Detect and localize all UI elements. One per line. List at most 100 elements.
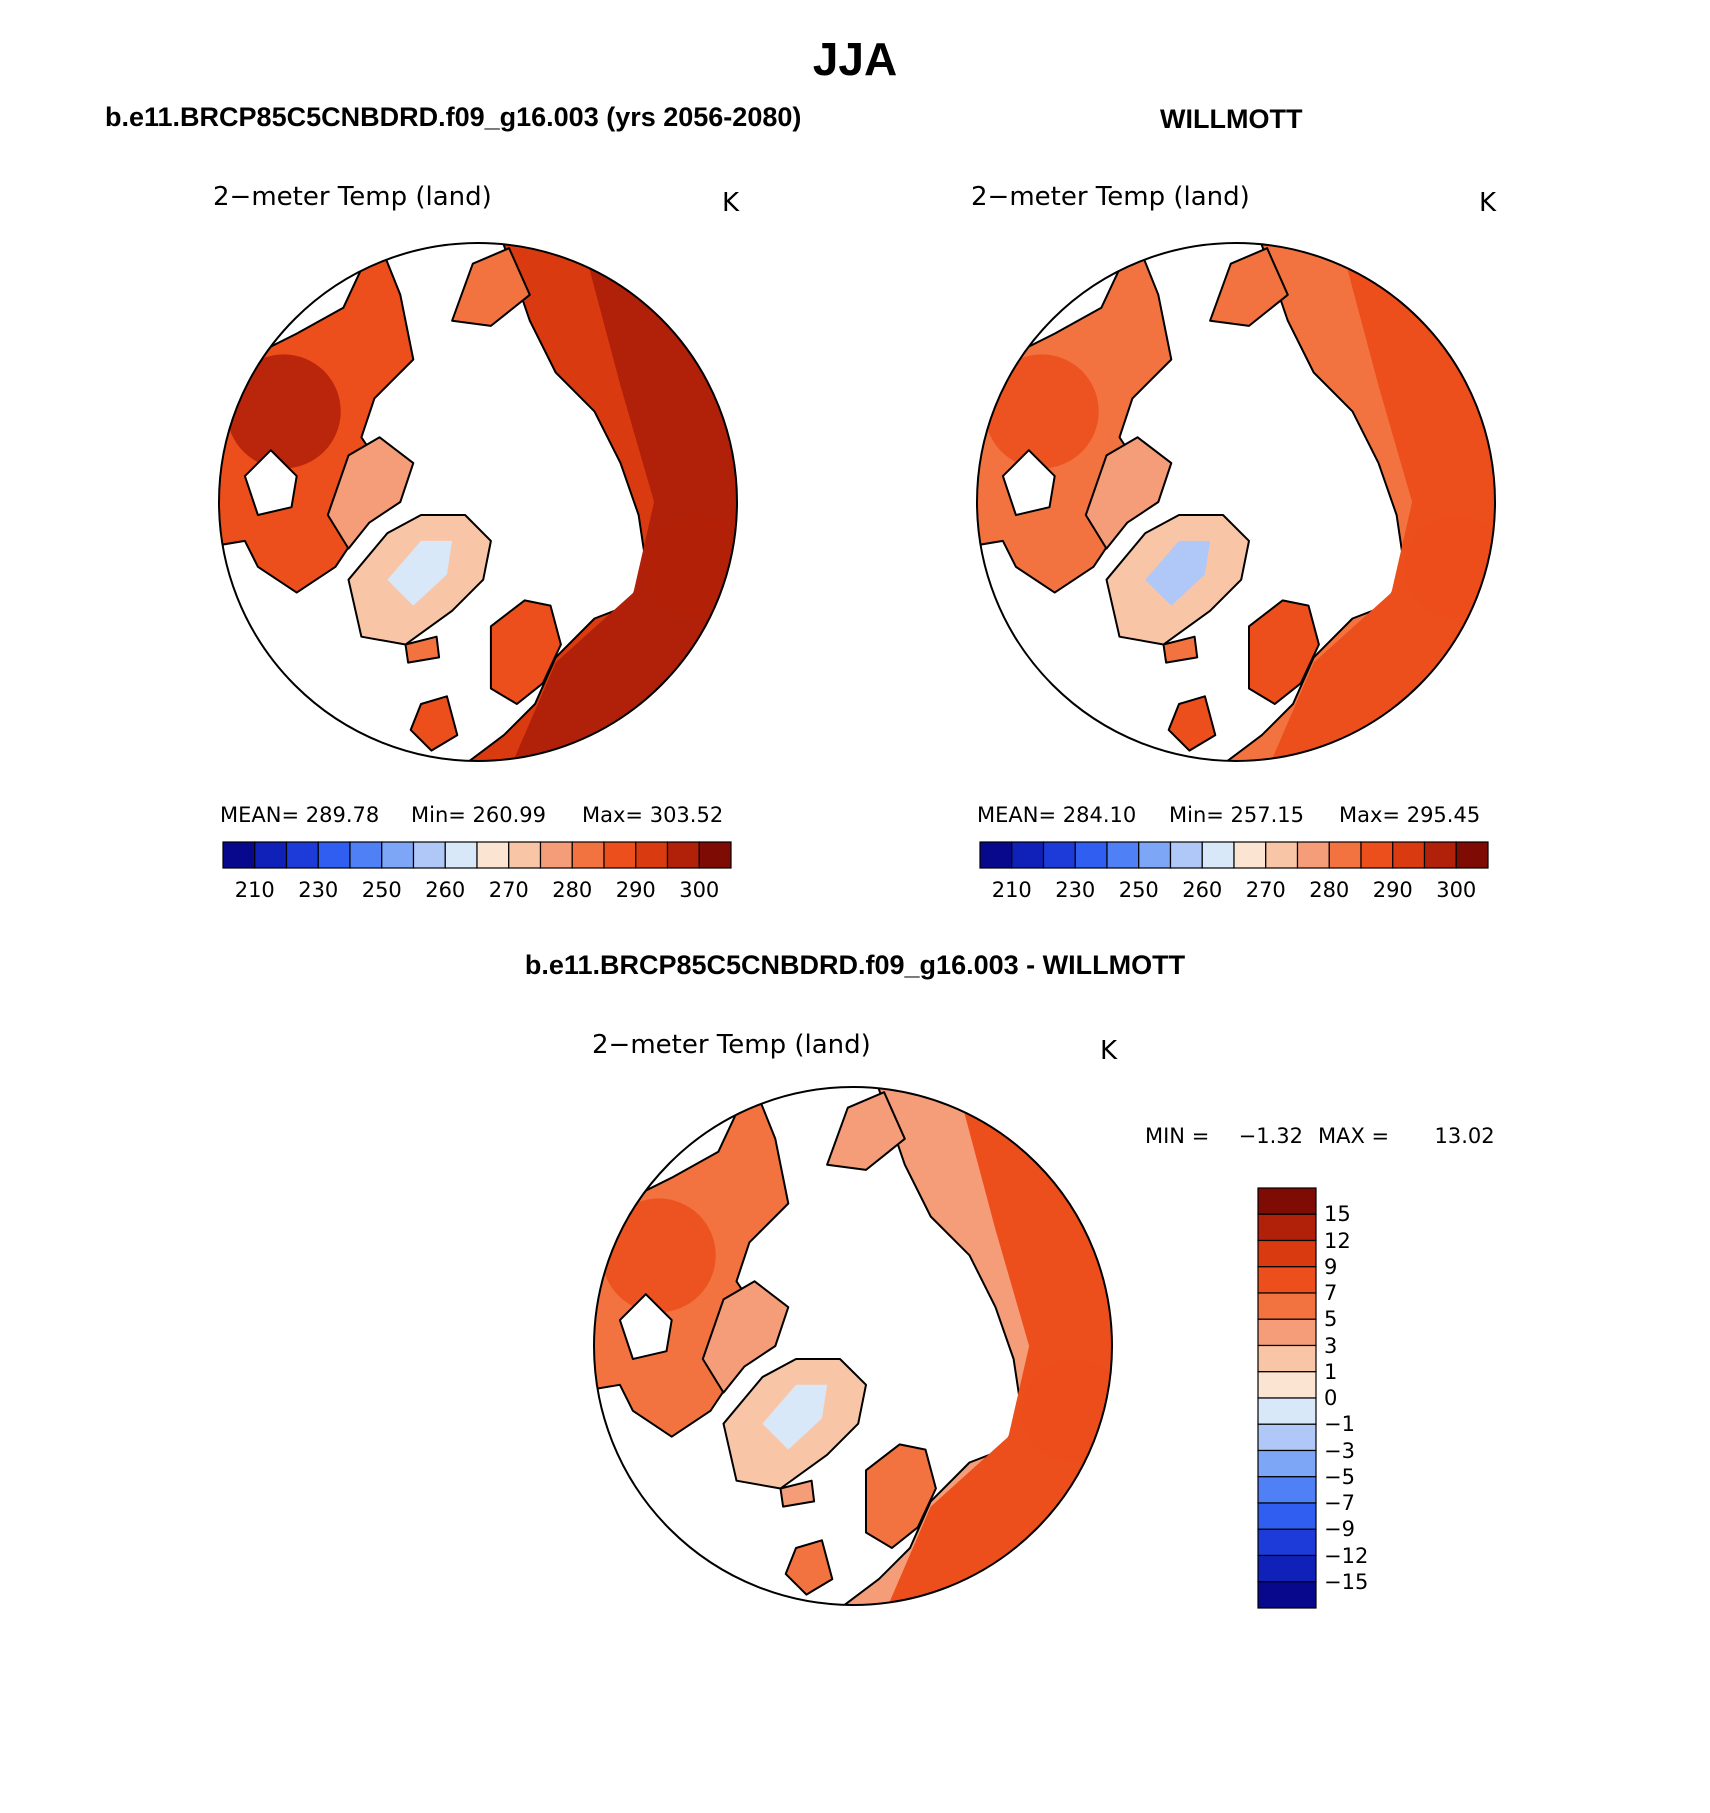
colorbar-swatch xyxy=(603,841,637,869)
canada-interior xyxy=(984,354,1099,469)
map-boundary xyxy=(218,242,738,762)
colorbar-swatch xyxy=(1257,1554,1317,1583)
colorbar-tick-label: 290 xyxy=(615,878,656,902)
colorbar-tick-label: 270 xyxy=(488,878,529,902)
colorbar-tick-label: −3 xyxy=(1324,1438,1355,1463)
panel-1-max-stat: Max= 303.52 xyxy=(582,803,723,827)
colorbar-swatch xyxy=(1257,1476,1317,1504)
colorbar-swatch xyxy=(979,841,1013,869)
colorbar-swatch xyxy=(1360,841,1394,869)
central-asia-hotspot xyxy=(646,514,737,619)
colorbar-tick-label: 230 xyxy=(298,878,339,902)
chukotka-landmass xyxy=(826,1091,906,1171)
colorbar-swatch xyxy=(1257,1292,1317,1320)
panel-3-variable-label: 2−meter Temp (land) xyxy=(592,1030,871,1060)
colorbar-swatch xyxy=(1392,841,1426,869)
colorbar-tick-label: −9 xyxy=(1324,1517,1355,1542)
polar-map-model xyxy=(218,242,738,762)
mean-value: 289.78 xyxy=(305,803,380,827)
colorbar-swatch xyxy=(635,841,669,869)
mean-label: MEAN= xyxy=(220,803,300,827)
panel-1-min-stat: Min= 260.99 xyxy=(411,803,546,827)
panel-2-units: K xyxy=(1479,188,1497,218)
min-label: MIN = xyxy=(1145,1124,1210,1148)
colorbar-swatch xyxy=(381,841,415,869)
figure-title: JJA xyxy=(812,33,898,85)
colorbar-swatch xyxy=(1257,1344,1317,1373)
diff-panel-header: b.e11.BRCP85C5CNBDRD.f09_g16.003 - WILLM… xyxy=(524,950,1186,980)
colorbar-swatch xyxy=(1257,1213,1317,1242)
colorbar-swatch xyxy=(1257,1187,1317,1215)
max-value: 13.02 xyxy=(1434,1124,1495,1148)
panel-2-header: WILLMOTT xyxy=(1160,104,1303,134)
polar-map-willmott xyxy=(976,242,1496,762)
colorbar-tick-label: 7 xyxy=(1324,1281,1338,1305)
colorbar-tick-label: −15 xyxy=(1324,1569,1369,1594)
max-label: Max= xyxy=(1339,803,1401,827)
min-value: 257.15 xyxy=(1230,803,1305,827)
colorbar-tick-label: 210 xyxy=(234,878,275,902)
colorbar-swatch xyxy=(222,841,256,869)
scandinavia xyxy=(489,599,562,705)
colorbar-swatch xyxy=(254,841,288,869)
min-value: −1.32 xyxy=(1238,1124,1304,1148)
colorbar-swatch xyxy=(1106,841,1140,869)
min-label: Min= xyxy=(411,803,466,827)
panel-2-mean-stat: MEAN= 284.10 xyxy=(977,803,1136,827)
max-value: 303.52 xyxy=(649,803,724,827)
colorbar-tick-label: 260 xyxy=(425,878,466,902)
colorbar-swatch xyxy=(508,841,542,869)
colorbar-swatch xyxy=(539,841,573,869)
canadian-archipelago xyxy=(326,436,415,550)
panel-1-mean-stat: MEAN= 289.78 xyxy=(220,803,379,827)
polar-map-difference xyxy=(593,1086,1113,1606)
canadian-archipelago xyxy=(1084,436,1173,550)
central-asia-hotspot xyxy=(1404,514,1495,619)
colorbar-swatch xyxy=(317,841,351,869)
british-isles xyxy=(1167,695,1217,752)
colorbar-swatch xyxy=(1201,841,1235,869)
colorbar-swatch xyxy=(412,841,446,869)
colorbar-swatch xyxy=(1257,1239,1317,1268)
min-value: 260.99 xyxy=(472,803,547,827)
scandinavia xyxy=(865,1443,937,1549)
colorbar-swatch xyxy=(1011,841,1045,869)
canadian-archipelago xyxy=(701,1280,790,1394)
colorbar-swatch xyxy=(444,841,478,869)
colorbar-tick-label: 300 xyxy=(679,878,720,902)
colorbar-tick-label: 1 xyxy=(1324,1359,1338,1384)
map-boundary xyxy=(593,1086,1113,1606)
colorbar-tick-label: 9 xyxy=(1324,1254,1338,1279)
colorbar-2 xyxy=(979,841,1489,869)
iceland xyxy=(404,635,441,664)
max-label: Max= xyxy=(582,803,644,827)
mean-label: MEAN= xyxy=(977,803,1057,827)
colorbar-3 xyxy=(1257,1187,1317,1609)
panel-3-min-stat: MIN = −1.32 xyxy=(1145,1124,1303,1148)
panel-2-min-stat: Min= 257.15 xyxy=(1169,803,1304,827)
colorbar-swatch xyxy=(1257,1318,1317,1347)
colorbar-swatch xyxy=(1169,841,1203,869)
panel-1-header: b.e11.BRCP85C5CNBDRD.f09_g16.003 (yrs 20… xyxy=(105,102,802,132)
colorbar-swatch xyxy=(1257,1266,1317,1294)
colorbar-tick-label: −1 xyxy=(1324,1412,1355,1437)
colorbar-swatch xyxy=(666,841,700,869)
colorbar-tick-label: −5 xyxy=(1324,1464,1355,1489)
colorbar-swatch xyxy=(1257,1581,1317,1609)
colorbar-tick-label: 270 xyxy=(1245,878,1286,902)
colorbar-tick-label: 15 xyxy=(1324,1202,1351,1227)
scandinavia xyxy=(1248,599,1320,705)
panel-2-max-stat: Max= 295.45 xyxy=(1339,803,1480,827)
iceland xyxy=(1162,635,1199,664)
min-label: Min= xyxy=(1169,803,1224,827)
colorbar-swatch xyxy=(1455,841,1489,869)
colorbar-swatch xyxy=(1042,841,1076,869)
panel-1-variable-label: 2−meter Temp (land) xyxy=(213,182,492,212)
colorbar-swatch xyxy=(1423,841,1457,869)
colorbar-tick-label: 290 xyxy=(1372,878,1413,902)
canada-interior xyxy=(601,1198,716,1313)
chukotka-landmass xyxy=(1209,247,1289,327)
colorbar-swatch xyxy=(476,841,510,869)
british-isles xyxy=(409,695,459,752)
